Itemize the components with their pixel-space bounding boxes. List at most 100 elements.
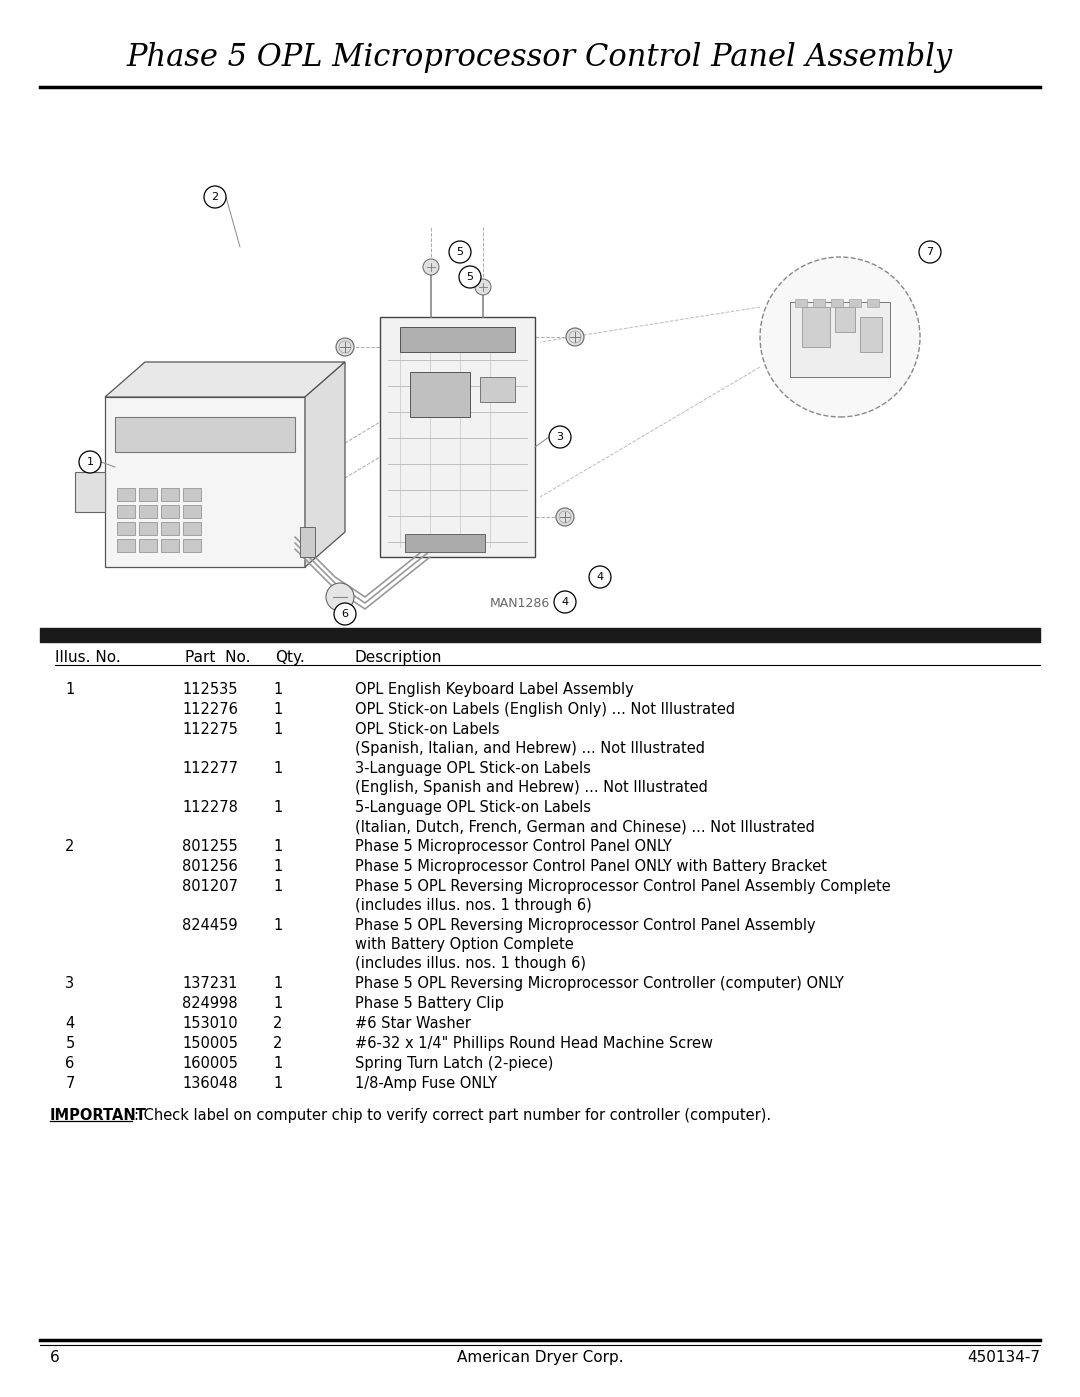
Text: 2: 2	[273, 1016, 283, 1031]
Text: 1: 1	[273, 996, 283, 1011]
Bar	[405, 534, 485, 552]
Circle shape	[204, 186, 226, 208]
Polygon shape	[105, 397, 305, 567]
Bar	[831, 299, 843, 307]
Text: 824459: 824459	[183, 918, 238, 933]
Text: 153010: 153010	[183, 1016, 238, 1031]
Bar	[867, 299, 879, 307]
Text: 2: 2	[273, 1037, 283, 1051]
Bar	[139, 488, 157, 502]
Text: 112276: 112276	[183, 703, 238, 717]
Text: 6: 6	[66, 1056, 75, 1071]
Text: Phase 5 Microprocessor Control Panel ONLY with Battery Bracket: Phase 5 Microprocessor Control Panel ONL…	[355, 859, 827, 875]
Text: 7: 7	[65, 1076, 75, 1091]
Bar	[795, 299, 807, 307]
Text: 4: 4	[66, 1016, 75, 1031]
Text: 160005: 160005	[183, 1056, 238, 1071]
Text: Illus. No.: Illus. No.	[55, 650, 121, 665]
Text: Phase 5 OPL Reversing Microprocessor Control Panel Assembly Complete: Phase 5 OPL Reversing Microprocessor Con…	[355, 879, 891, 894]
Bar	[161, 504, 179, 518]
Text: MAN1286: MAN1286	[490, 597, 550, 610]
Circle shape	[423, 258, 438, 275]
Text: 5: 5	[457, 247, 463, 257]
Bar	[139, 522, 157, 535]
Text: OPL Stick-on Labels: OPL Stick-on Labels	[355, 722, 499, 738]
Text: 1: 1	[66, 682, 75, 697]
Bar	[860, 317, 882, 352]
Text: 1: 1	[273, 859, 283, 875]
Text: Qty.: Qty.	[275, 650, 305, 665]
Bar	[480, 377, 515, 402]
Text: with Battery Option Complete: with Battery Option Complete	[355, 937, 573, 951]
Text: 824998: 824998	[183, 996, 238, 1011]
Text: 6: 6	[341, 609, 349, 619]
Bar	[802, 307, 831, 346]
Text: 6: 6	[50, 1350, 59, 1365]
Circle shape	[760, 257, 920, 416]
Text: Phase 5 Battery Clip: Phase 5 Battery Clip	[355, 996, 504, 1011]
Bar	[117, 504, 135, 518]
Text: IMPORTANT: IMPORTANT	[50, 1108, 147, 1123]
Bar	[117, 488, 135, 502]
Text: 1: 1	[273, 761, 283, 775]
Text: #6-32 x 1/4" Phillips Round Head Machine Screw: #6-32 x 1/4" Phillips Round Head Machine…	[355, 1037, 713, 1051]
Text: OPL Stick-on Labels (English Only) ... Not Illustrated: OPL Stick-on Labels (English Only) ... N…	[355, 703, 735, 717]
Circle shape	[556, 509, 573, 527]
Text: Spring Turn Latch (2-piece): Spring Turn Latch (2-piece)	[355, 1056, 553, 1071]
Text: 3-Language OPL Stick-on Labels: 3-Language OPL Stick-on Labels	[355, 761, 591, 775]
Text: Phase 5 OPL Microprocessor Control Panel Assembly: Phase 5 OPL Microprocessor Control Panel…	[127, 42, 953, 73]
Bar	[183, 504, 201, 518]
Circle shape	[919, 242, 941, 263]
Text: 2: 2	[212, 191, 218, 203]
Text: 136048: 136048	[183, 1076, 238, 1091]
Circle shape	[459, 265, 481, 288]
Bar	[161, 488, 179, 502]
Text: 4: 4	[596, 571, 604, 583]
Text: 150005: 150005	[183, 1037, 238, 1051]
Bar	[410, 372, 470, 416]
Circle shape	[336, 338, 354, 356]
Bar	[813, 299, 825, 307]
Text: OPL English Keyboard Label Assembly: OPL English Keyboard Label Assembly	[355, 682, 634, 697]
Text: (English, Spanish and Hebrew) ... Not Illustrated: (English, Spanish and Hebrew) ... Not Il…	[355, 780, 707, 795]
Circle shape	[589, 566, 611, 588]
Text: 801256: 801256	[183, 859, 238, 875]
Text: 1: 1	[273, 800, 283, 814]
Text: Phase 5 OPL Reversing Microprocessor Controller (computer) ONLY: Phase 5 OPL Reversing Microprocessor Con…	[355, 977, 843, 990]
Bar	[117, 522, 135, 535]
Circle shape	[326, 583, 354, 610]
Text: 1: 1	[273, 977, 283, 990]
Circle shape	[554, 591, 576, 613]
Circle shape	[449, 242, 471, 263]
Text: 5: 5	[66, 1037, 75, 1051]
Bar	[139, 539, 157, 552]
Circle shape	[79, 451, 102, 474]
Text: 4: 4	[562, 597, 568, 608]
Text: (includes illus. nos. 1 through 6): (includes illus. nos. 1 through 6)	[355, 898, 592, 914]
Text: 5-Language OPL Stick-on Labels: 5-Language OPL Stick-on Labels	[355, 800, 591, 814]
Text: 112275: 112275	[183, 722, 238, 738]
Text: 1/8-Amp Fuse ONLY: 1/8-Amp Fuse ONLY	[355, 1076, 497, 1091]
Bar	[114, 416, 295, 453]
Text: #6 Star Washer: #6 Star Washer	[355, 1016, 471, 1031]
Text: Phase 5 OPL Reversing Microprocessor Control Panel Assembly: Phase 5 OPL Reversing Microprocessor Con…	[355, 918, 815, 933]
Text: 112278: 112278	[183, 800, 238, 814]
Text: 1: 1	[273, 840, 283, 854]
Text: (includes illus. nos. 1 though 6): (includes illus. nos. 1 though 6)	[355, 956, 586, 971]
Text: Description: Description	[355, 650, 443, 665]
Bar	[849, 299, 861, 307]
Text: 112535: 112535	[183, 682, 238, 697]
Bar	[183, 522, 201, 535]
Text: 1: 1	[273, 682, 283, 697]
Text: 1: 1	[273, 918, 283, 933]
Text: 2: 2	[65, 840, 75, 854]
Bar	[300, 527, 315, 557]
Bar	[835, 307, 855, 332]
Polygon shape	[380, 317, 535, 557]
Text: 3: 3	[66, 977, 75, 990]
Bar	[400, 327, 515, 352]
Bar	[139, 504, 157, 518]
Text: 3: 3	[556, 432, 564, 441]
Text: 801255: 801255	[183, 840, 238, 854]
Polygon shape	[75, 472, 105, 511]
